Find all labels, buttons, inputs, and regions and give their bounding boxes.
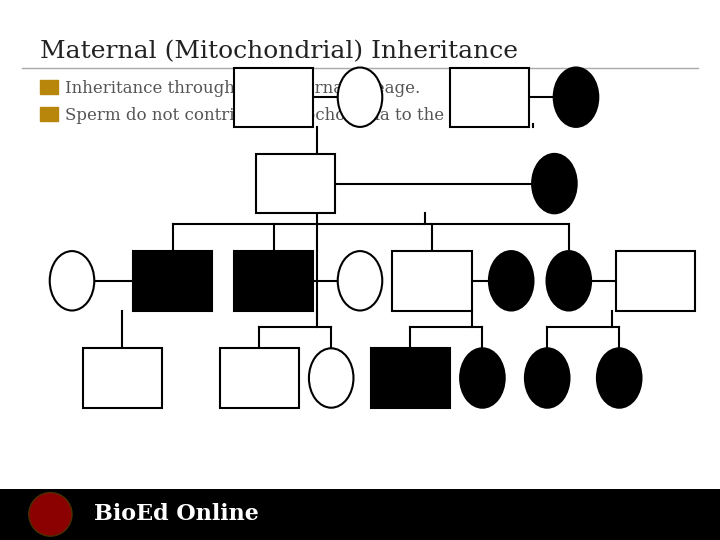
Text: Inheritance through the maternal lineage.: Inheritance through the maternal lineage… [65,79,420,97]
Ellipse shape [554,68,598,127]
Bar [234,251,313,310]
Text: BioEd Online: BioEd Online [94,503,258,525]
Bar [40,80,58,94]
Bar [392,251,472,310]
Ellipse shape [338,251,382,310]
Bar [133,251,212,310]
Ellipse shape [525,348,570,408]
Ellipse shape [338,68,382,127]
Bar [234,68,313,127]
Ellipse shape [597,348,642,408]
Bar [220,348,299,408]
Bar [40,107,58,121]
Text: Sperm do not contribute mitochondria to the embryo.: Sperm do not contribute mitochondria to … [65,106,518,124]
Ellipse shape [532,154,577,213]
Bar [450,68,529,127]
Ellipse shape [489,251,534,310]
Text: Maternal (Mitochondrial) Inheritance: Maternal (Mitochondrial) Inheritance [40,40,518,64]
Ellipse shape [460,348,505,408]
Bar [83,348,162,408]
Bar [256,154,335,213]
Ellipse shape [546,251,591,310]
Ellipse shape [50,251,94,310]
Bar [0,489,720,540]
Ellipse shape [29,492,72,536]
Ellipse shape [309,348,354,408]
Bar [616,251,695,310]
Bar [371,348,450,408]
